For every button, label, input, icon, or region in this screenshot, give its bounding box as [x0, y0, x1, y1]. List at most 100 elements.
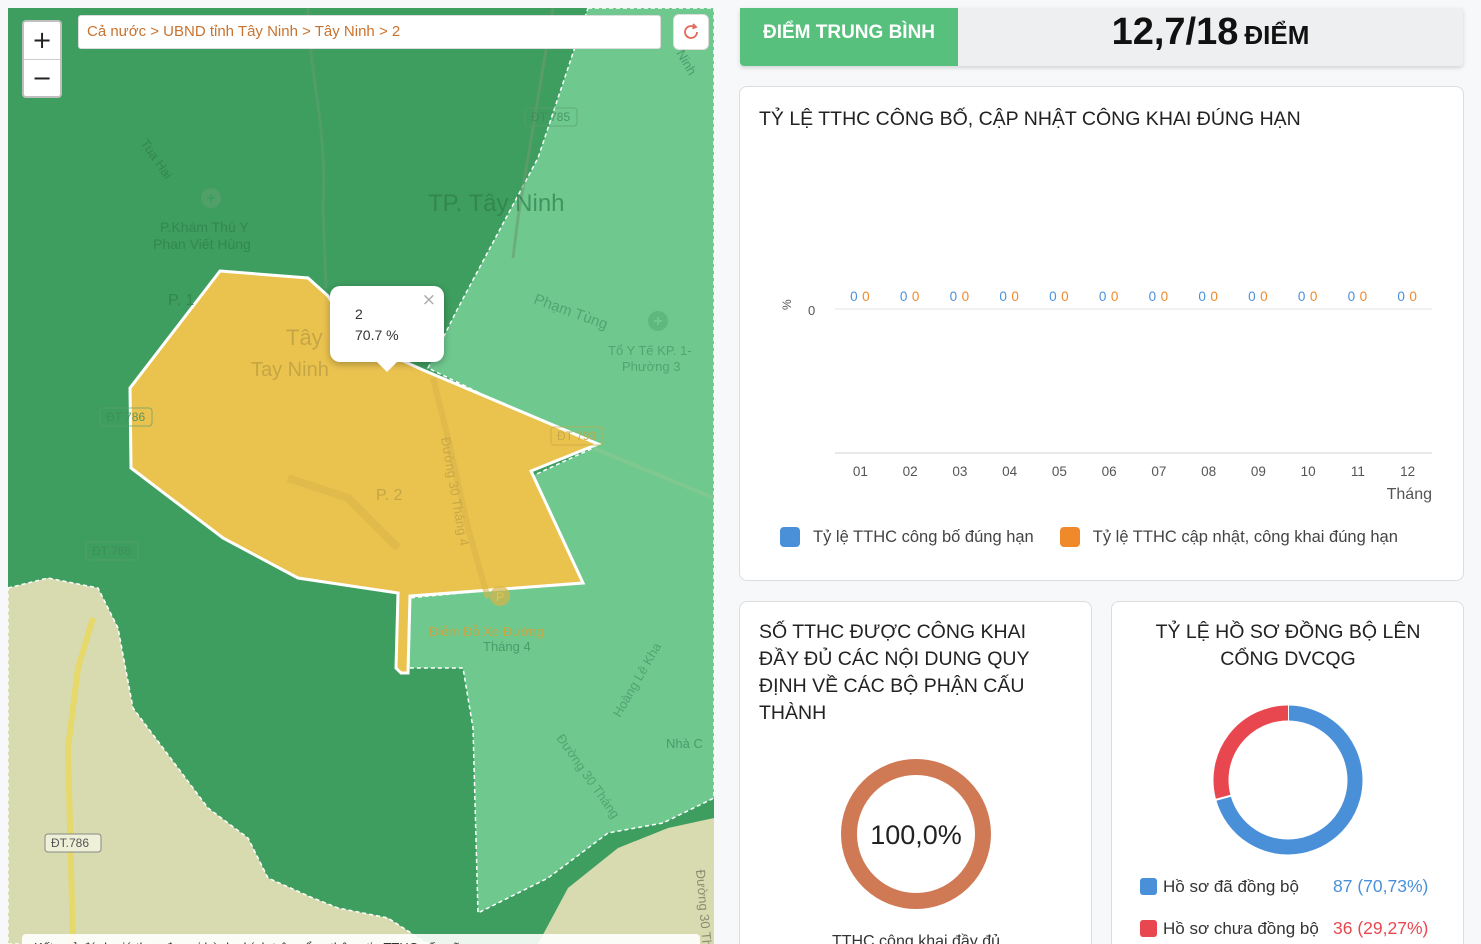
public-donut-value: 100,0%: [870, 820, 962, 850]
data-label: 0: [900, 289, 908, 304]
data-label: 0: [862, 289, 870, 304]
x-tick-label: 08: [1201, 464, 1216, 479]
ward-road-30-4: [430, 377, 491, 599]
map-label-ward-1: P. 1: [168, 292, 195, 309]
sync-swatch-unsynced: [1140, 920, 1157, 937]
map-label-ward-name-1: Tây: [286, 325, 323, 350]
map-label-ward-name-2: Tay Ninh: [251, 359, 329, 381]
x-tick-label: 02: [903, 464, 918, 479]
public-disclosure-title: SỐ TTHC ĐƯỢC CÔNG KHAI ĐẦY ĐỦ CÁC NỘI DU…: [759, 621, 1030, 724]
map-label-ward: P. 2: [376, 487, 403, 504]
data-label: 0: [999, 289, 1007, 304]
score-value: 12,7/18: [1111, 11, 1239, 53]
data-label: 0: [1210, 289, 1218, 304]
refresh-button[interactable]: [673, 14, 709, 50]
data-label: 0: [1409, 289, 1417, 304]
clinic-marker-icon[interactable]: [201, 188, 221, 208]
x-tick-label: 07: [1151, 464, 1166, 479]
legend-label-updated: Tỷ lệ TTHC cập nhật, công khai đúng hạn: [1092, 527, 1398, 546]
legend-swatch-updated: [1059, 527, 1080, 547]
score-label: ĐIỂM TRUNG BÌNH: [740, 8, 958, 66]
sync-card: TỶ LỆ HỒ SƠ ĐỒNG BỘ LÊN CỔNG DVCQG Hồ sơ…: [1111, 601, 1464, 944]
chart-legend: Tỷ lệ TTHC công bố đúng hạn Tỷ lệ TTHC c…: [780, 527, 1424, 547]
x-tick-label: 09: [1251, 464, 1266, 479]
data-label: 0: [1298, 289, 1306, 304]
sync-card-title: TỶ LỆ HỒ SƠ ĐỒNG BỘ LÊN CỔNG DVCQG: [1155, 621, 1421, 670]
public-donut-caption: TTHC công khai đầy đủ: [832, 933, 1000, 944]
sync-value-unsynced: 36 (29,27%): [1333, 918, 1429, 938]
x-tick-label: 12: [1400, 464, 1415, 479]
sync-label-synced: Hồ sơ đã đồng bộ: [1163, 876, 1299, 896]
legend-swatch-published: [780, 527, 800, 547]
score-card: ĐIỂM TRUNG BÌNH 12,7/18 ĐIỂM: [740, 8, 1463, 66]
timeliness-chart-card: TỶ LỆ TTHC CÔNG BỐ, CẬP NHẬT CÔNG KHAI Đ…: [739, 86, 1464, 581]
timeliness-chart-title: TỶ LỆ TTHC CÔNG BỐ, CẬP NHẬT CÔNG KHAI Đ…: [759, 108, 1301, 130]
map-canvas[interactable]: P TP. Tây Ninh P.Khám Thú Y Phan Viết Hù…: [8, 8, 714, 944]
road-shield-dt786-b: ĐT 786: [92, 544, 131, 558]
data-label: 0: [1149, 289, 1157, 304]
road-shield-dt793: ĐT 793: [557, 429, 596, 443]
zoom-in-button[interactable]: +: [31, 26, 53, 54]
x-tick-label: 03: [952, 464, 967, 479]
x-tick-label: 10: [1301, 464, 1316, 479]
data-label: 0: [912, 289, 920, 304]
road-dt785: [511, 8, 555, 259]
sync-value-synced: 87 (70,73%): [1333, 876, 1429, 896]
data-label: 0: [962, 289, 970, 304]
popup-ward-value: 70.7 %: [355, 327, 399, 343]
data-label: 0: [1111, 289, 1119, 304]
y-axis-label: %: [780, 299, 794, 310]
data-label: 0: [1260, 289, 1268, 304]
data-label: 0: [1397, 289, 1405, 304]
data-label: 0: [1348, 289, 1356, 304]
popup-ward-name: 2: [355, 306, 363, 322]
road-shield-dt786-c: ĐT.786: [51, 836, 89, 850]
data-label: 0: [1248, 289, 1256, 304]
x-tick-label: 01: [853, 464, 868, 479]
sync-donut-separator: [1214, 794, 1233, 802]
map-label-clinic-2: Phan Viết Hùng: [153, 236, 251, 252]
x-tick-label: 06: [1102, 464, 1117, 479]
data-label: 0: [1099, 289, 1107, 304]
road-shield-dt786-a: ĐT 786: [106, 410, 145, 424]
map-label-clinic-1: P.Khám Thú Y: [160, 219, 249, 235]
map-label-city: TP. Tây Ninh: [428, 190, 565, 217]
map-label-parking-2: Tháng 4: [483, 639, 531, 654]
data-label: 0: [1360, 289, 1368, 304]
svg-text:P: P: [496, 590, 504, 604]
ward-road: [286, 474, 401, 551]
data-label: 0: [1161, 289, 1169, 304]
choropleth-map[interactable]: P TP. Tây Ninh P.Khám Thú Y Phan Viết Hù…: [8, 8, 714, 944]
map-popup: × 2 70.7 %: [330, 286, 444, 372]
legend-item-published[interactable]: Tỷ lệ TTHC công bố đúng hạn: [780, 527, 1034, 547]
map-land-area-right: [538, 818, 714, 944]
legend-item-updated[interactable]: Tỷ lệ TTHC cập nhật, công khai đúng hạn: [1059, 527, 1398, 547]
map-region-light[interactable]: [402, 8, 714, 915]
map-label-health-2: Phường 3: [622, 359, 680, 374]
breadcrumb[interactable]: Cả nước > UBND tỉnh Tây Ninh > Tây Ninh …: [78, 15, 661, 49]
data-label: 0: [950, 289, 958, 304]
map-label-parking-1: Điểm Đỗ Xe Đường: [429, 624, 544, 639]
road-shield-dt785: ĐT 785: [531, 110, 570, 124]
zoom-out-button[interactable]: −: [24, 59, 60, 96]
popup-close-icon[interactable]: ×: [421, 290, 436, 310]
sync-stat-unsynced: Hồ sơ chưa đồng bộ 36 (29,27%): [1140, 918, 1428, 939]
map-label-nha: Nhà C: [666, 736, 703, 751]
data-label: 0: [1198, 289, 1206, 304]
x-tick-label: 05: [1052, 464, 1067, 479]
data-label: 0: [1049, 289, 1057, 304]
score-value-wrapper: 12,7/18 ĐIỂM: [958, 8, 1463, 66]
parking-marker-icon[interactable]: P: [490, 586, 510, 606]
sync-donut-synced-arc[interactable]: [1216, 705, 1363, 855]
x-axis-label: Tháng: [1387, 486, 1432, 503]
sync-label-unsynced: Hồ sơ chưa đồng bộ: [1163, 918, 1319, 938]
data-label: 0: [850, 289, 858, 304]
public-donut-arc[interactable]: [841, 759, 991, 909]
data-label: 0: [1061, 289, 1069, 304]
data-label: 0: [1310, 289, 1318, 304]
score-unit: ĐIỂM: [1244, 20, 1310, 50]
sync-donut-unsynced-arc[interactable]: [1213, 705, 1289, 800]
health-marker-icon[interactable]: [648, 311, 668, 331]
x-tick-label: 04: [1002, 464, 1018, 479]
